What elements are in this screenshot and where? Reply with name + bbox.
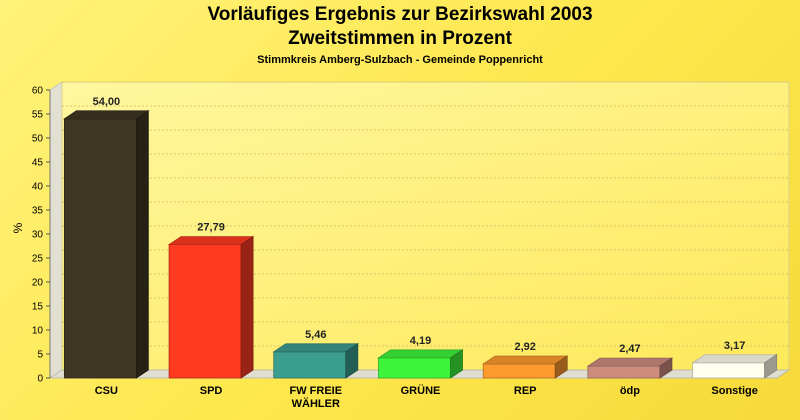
y-tick-label: 0 [37, 374, 43, 385]
bar-top [691, 354, 778, 364]
bar-top [377, 349, 464, 359]
bar: 5,46 [272, 329, 360, 379]
chart-subtitle: Zweitstimmen in Prozent [288, 28, 512, 49]
y-tick-label: 40 [32, 182, 44, 193]
y-tick-label: 20 [32, 278, 44, 289]
bar: 54,00 [63, 96, 150, 379]
y-tick-label: 10 [32, 326, 44, 337]
y-tick-label: 30 [32, 230, 44, 241]
chart-caption: Stimmkreis Amberg-Sulzbach - Gemeinde Po… [257, 54, 543, 66]
x-tick-label: ödp [620, 385, 640, 397]
y-tick-label: 60 [32, 86, 44, 97]
y-tick-label: 15 [32, 302, 44, 313]
bar-front [482, 363, 556, 379]
bar: 27,79 [167, 222, 255, 379]
bar-value-label: 3,17 [724, 340, 745, 352]
x-tick-label: CSU [95, 385, 118, 397]
chart-title: Vorläufiges Ergebnis zur Bezirkswahl 200… [207, 4, 593, 25]
x-tick-label: REP [514, 385, 537, 397]
bar-front [692, 362, 766, 379]
x-tick-label: Sonstige [711, 385, 757, 397]
bar-value-label: 54,00 [93, 96, 121, 108]
bar-side [345, 343, 359, 379]
y-axis: 0 5 10 15 20 25 30 35 40 45 50 55 60 [32, 86, 51, 385]
y-tick-label: 5 [37, 350, 43, 361]
bar-value-label: 27,79 [197, 222, 225, 234]
bar-top [272, 343, 360, 353]
bar-value-label: 4,19 [410, 335, 431, 347]
side-wall [49, 81, 63, 379]
x-tick-label: SPD [200, 385, 223, 397]
x-tick-label: WÄHLER [292, 397, 340, 410]
bar-value-label: 5,46 [305, 329, 326, 341]
bar-top [586, 357, 674, 367]
bar-side [764, 354, 778, 379]
bar: 2,47 [586, 343, 674, 379]
y-axis-label: % [11, 222, 25, 233]
bar-front [378, 357, 451, 379]
x-tick-label: GRÜNE [401, 384, 441, 397]
y-tick-label: 50 [32, 134, 44, 145]
bar-value-label: 2,47 [619, 343, 640, 355]
y-tick-label: 35 [32, 206, 44, 217]
bar-side [659, 357, 673, 379]
bar-front [587, 365, 661, 379]
bar: 4,19 [377, 335, 464, 379]
plot-area [48, 81, 791, 379]
y-tick-label: 45 [32, 158, 44, 169]
bar: 3,17 [691, 340, 778, 379]
bar-front [168, 244, 242, 379]
bar-top [63, 110, 150, 120]
x-tick-label: FW FREIE [290, 385, 343, 397]
bar-side [240, 235, 254, 379]
y-tick-label: 25 [32, 254, 44, 265]
bar-side [450, 349, 463, 379]
bar-side [554, 355, 568, 379]
bar-top [481, 355, 569, 365]
bar: 2,92 [481, 341, 569, 379]
y-tick-label: 55 [32, 110, 44, 121]
bar-top [167, 236, 255, 246]
bar-value-label: 2,92 [515, 341, 536, 353]
bar-side [135, 110, 149, 379]
bar-front [273, 351, 347, 379]
bar-front [63, 118, 137, 379]
bars: 54,00 27,79 5,46 4,19 2,92 2,47 3,17 [63, 96, 778, 379]
